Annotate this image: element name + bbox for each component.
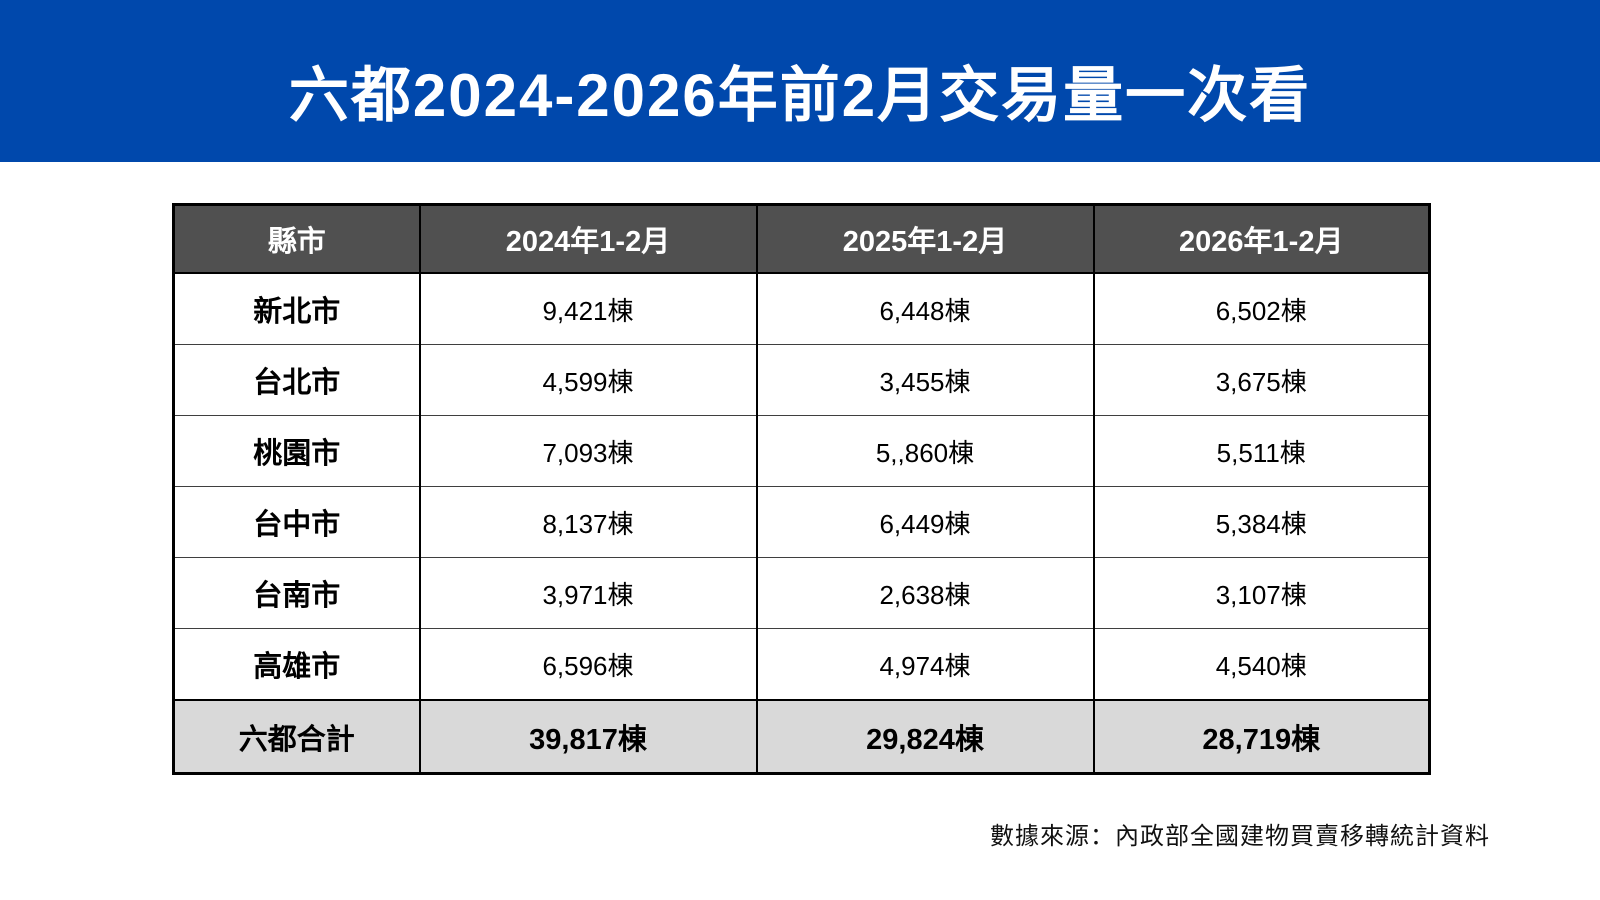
cell-value: 3,675棟 bbox=[1092, 344, 1431, 416]
table-row: 新北市 9,421棟 6,448棟 6,502棟 bbox=[172, 272, 1431, 345]
cell-value: 3,455棟 bbox=[755, 344, 1095, 416]
cell-value: 6,596棟 bbox=[418, 628, 758, 701]
cell-value: 4,540棟 bbox=[1092, 628, 1431, 701]
cell-value: 6,502棟 bbox=[1092, 272, 1431, 345]
data-source-note: 數據來源：內政部全國建物買賣移轉統計資料 bbox=[990, 823, 1490, 850]
table-total-row: 六都合計 39,817棟 29,824棟 28,719棟 bbox=[172, 699, 1431, 774]
total-value: 29,824棟 bbox=[755, 699, 1095, 774]
row-label: 高雄市 bbox=[172, 628, 421, 701]
transaction-table: 縣市 2024年1-2月 2025年1-2月 2026年1-2月 新北市 9,4… bbox=[172, 203, 1431, 775]
table-header-row: 縣市 2024年1-2月 2025年1-2月 2026年1-2月 bbox=[172, 204, 1431, 274]
cell-value: 6,449棟 bbox=[755, 486, 1095, 558]
table-row: 桃園市 7,093棟 5,,860棟 5,511棟 bbox=[172, 415, 1431, 487]
table-row: 高雄市 6,596棟 4,974棟 4,540棟 bbox=[172, 628, 1431, 701]
table-row: 台南市 3,971棟 2,638棟 3,107棟 bbox=[172, 557, 1431, 629]
row-label: 台中市 bbox=[172, 486, 421, 558]
cell-value: 3,107棟 bbox=[1092, 557, 1431, 629]
cell-value: 5,511棟 bbox=[1092, 415, 1431, 487]
cell-value: 8,137棟 bbox=[418, 486, 758, 558]
table-row: 台中市 8,137棟 6,449棟 5,384棟 bbox=[172, 486, 1431, 558]
cell-value: 7,093棟 bbox=[418, 415, 758, 487]
cell-value: 5,384棟 bbox=[1092, 486, 1431, 558]
cell-value: 9,421棟 bbox=[418, 272, 758, 345]
row-label: 台北市 bbox=[172, 344, 421, 416]
cell-value: 3,971棟 bbox=[418, 557, 758, 629]
row-label: 新北市 bbox=[172, 272, 421, 345]
page-title: 六都2024-2026年前2月交易量一次看 bbox=[288, 61, 1312, 129]
column-header-2024: 2024年1-2月 bbox=[418, 204, 758, 274]
total-value: 39,817棟 bbox=[418, 699, 758, 774]
total-label: 六都合計 bbox=[172, 699, 421, 774]
column-header-2025: 2025年1-2月 bbox=[755, 204, 1095, 274]
table-row: 台北市 4,599棟 3,455棟 3,675棟 bbox=[172, 344, 1431, 416]
total-value: 28,719棟 bbox=[1092, 699, 1431, 774]
cell-value: 5,,860棟 bbox=[755, 415, 1095, 487]
column-header-2026: 2026年1-2月 bbox=[1092, 204, 1431, 274]
column-header-city: 縣市 bbox=[172, 204, 421, 274]
cell-value: 6,448棟 bbox=[755, 272, 1095, 345]
row-label: 台南市 bbox=[172, 557, 421, 629]
cell-value: 4,974棟 bbox=[755, 628, 1095, 701]
cell-value: 2,638棟 bbox=[755, 557, 1095, 629]
title-banner: 六都2024-2026年前2月交易量一次看 bbox=[0, 0, 1600, 162]
cell-value: 4,599棟 bbox=[418, 344, 758, 416]
row-label: 桃園市 bbox=[172, 415, 421, 487]
